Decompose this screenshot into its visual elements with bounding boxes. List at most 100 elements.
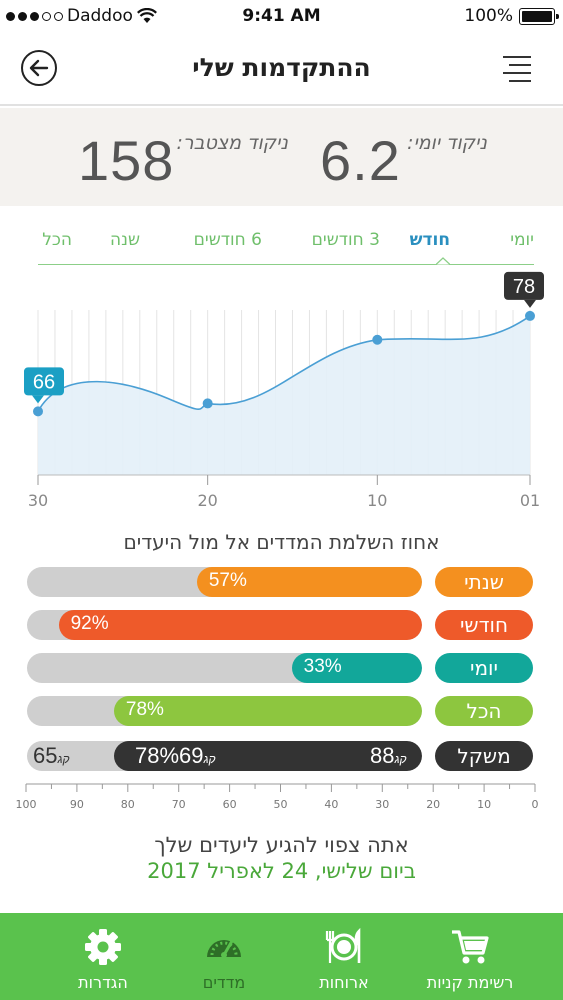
gear-icon [85,929,121,965]
scale-label: 60 [223,798,237,811]
scale-label: 30 [375,798,389,811]
wifi-icon [136,8,157,23]
scale-label: 70 [172,798,186,811]
nav-label: הגדרות [78,973,128,992]
weight-row: קג65 78% קג69 קג88 משקל [0,741,563,771]
status-bar: Daddoo 9:41 AM 100% [0,0,563,34]
menu-line-icon [503,56,531,58]
total-score-value: 158 [78,129,175,192]
nav-label: מדדים [202,973,246,992]
progress-percent: 92% [70,613,109,634]
chart-point [202,398,213,409]
progress-label: שנתי [435,567,533,597]
progress-row-yearly: 57% שנתי [0,567,563,597]
tab-6-months[interactable]: 6 חודשים [193,230,262,250]
tab-3-months[interactable]: 3 חודשים [311,230,380,250]
scale-label: 20 [426,798,440,811]
progress-track [27,653,422,683]
chart-area [38,315,530,475]
scale-label: 10 [477,798,491,811]
nav-label: ארוחות [319,973,369,992]
speedometer-icon [207,939,241,958]
menu-button[interactable] [499,54,531,82]
progress-label: הכל [435,696,533,726]
carrier-info: Daddoo [6,6,157,26]
nav-label: רשימת קניות [426,973,514,992]
weight-track [27,741,422,771]
scale-label: 40 [324,798,338,811]
cart-icon [452,930,489,964]
prediction-date: ביום שלישי, 24 לאפריל 2017 [147,859,416,883]
nav-metrics[interactable]: מדדים [154,913,294,1000]
progress-section-title: אחוז השלמת המדדים אל מול היעדים [123,530,440,554]
score-summary: ניקוד יומי: 6.2 ניקוד מצטבר: 158 [0,108,563,206]
weight-fill [113,741,422,771]
chart-tick-label: 30 [28,491,48,510]
progress-fill [58,610,422,640]
weight-current: קג69 [179,743,216,768]
scale-label: 100 [16,798,37,811]
progress-percent: 57% [208,570,247,591]
progress-label: יומי [435,653,533,683]
battery-percent: 100% [464,6,513,26]
bottom-navigation: רשימת קניות ארוחות מדדים [0,913,563,1000]
progress-fill [113,696,422,726]
chart-point [33,406,43,417]
chart-point [372,334,383,345]
tabs-underline [38,264,534,265]
total-score-label: ניקוד מצטבר: [176,132,288,154]
period-tabs: יומי חודש 3 חודשים 6 חודשים שנה הכל [38,228,534,266]
progress-track [27,610,422,640]
tab-all[interactable]: הכל [42,230,72,250]
progress-percent: 33% [303,656,342,677]
plate-icon [325,927,361,963]
chart-data-label: 66 [33,371,55,393]
chart-line [37,315,531,412]
tab-month[interactable]: חודש [409,230,450,250]
chart-callout-bubble [24,367,64,396]
tab-daily[interactable]: יומי [510,230,534,250]
arrow-left-icon [29,59,49,77]
carrier-name: Daddoo [67,6,133,26]
progress-fill [291,653,422,683]
progress-row-monthly: 92% חודשי [0,610,563,640]
weight-start: קג88 [370,743,407,768]
chart-callout-pointer [32,395,44,404]
chart-tick-label: 20 [197,491,217,510]
app-header: ההתקדמות שלי [0,34,563,106]
daily-score-label: ניקוד יומי: [407,132,487,154]
menu-line-icon [509,64,531,66]
progress-chart: 30 20 10 01 66 78 [24,271,544,510]
progress-percent: 78% [125,699,164,720]
nav-settings[interactable]: הגדרות [33,913,173,1000]
weight-goal: קג65 [33,743,70,768]
nav-shopping-list[interactable]: רשימת קניות [400,913,540,1000]
progress-fill [196,567,422,597]
page-title: ההתקדמות שלי [192,53,371,82]
chart-callout-bubble [504,271,544,300]
scale-label: 80 [121,798,135,811]
signal-strength-icon [6,11,63,21]
weight-label: משקל [435,741,533,771]
status-time: 9:41 AM [242,6,321,26]
progress-row-all: 78% הכל [0,696,563,726]
back-button[interactable] [21,50,57,86]
scale-label: 90 [70,798,84,811]
progress-track [27,696,422,726]
prediction-text: אתה צפוי להגיע ליעדים שלך [154,833,409,857]
scale-label: 0 [532,798,539,811]
weight-percent: 78% [135,743,180,768]
percent-scale: 100 90 80 70 60 50 40 30 20 10 0 [16,783,539,811]
goal-prediction: אתה צפוי להגיע ליעדים שלך ביום שלישי, 24… [0,832,563,884]
chart-callout-pointer [524,299,536,308]
battery-icon [519,7,559,25]
active-tab-caret-icon [436,257,450,265]
chart-tick-label: 10 [367,491,387,510]
nav-meals[interactable]: ארוחות [274,913,414,1000]
daily-score-value: 6.2 [320,129,401,192]
tab-year[interactable]: שנה [110,230,140,250]
progress-track [27,567,422,597]
chart-tick-label: 01 [520,491,540,510]
progress-label: חודשי [435,610,533,640]
chart-point [525,310,535,321]
